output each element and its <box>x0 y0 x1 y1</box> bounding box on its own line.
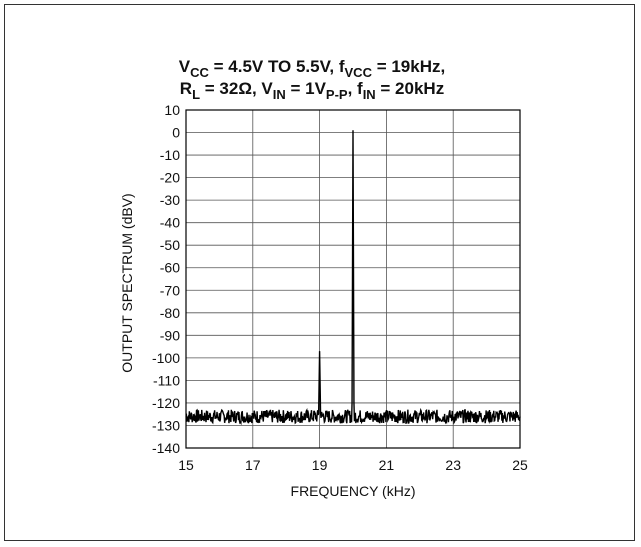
y-tick-label-11: -100 <box>152 350 180 366</box>
x-tick-label-1: 17 <box>245 457 261 473</box>
y-tick-label-8: -70 <box>160 282 180 298</box>
y-tick-label-12: -110 <box>153 372 180 388</box>
x-tick-label-2: 19 <box>312 457 328 473</box>
y-tick-label-13: -120 <box>152 395 180 411</box>
x-axis-ticks: 15 17 19 21 23 25 <box>178 457 528 473</box>
y-tick-label-1: 0 <box>172 125 180 141</box>
y-tick-label-10: -90 <box>160 327 180 343</box>
y-tick-label-15: -140 <box>152 440 180 456</box>
x-tick-label-4: 23 <box>445 457 461 473</box>
x-tick-label-3: 21 <box>379 457 395 473</box>
y-tick-label-9: -80 <box>160 305 180 321</box>
y-tick-label-14: -130 <box>152 417 180 433</box>
spectrum-trace <box>185 130 521 426</box>
y-axis-ticks: 10 0 -10 -20 -30 -40 -50 -60 -70 -80 -90 -100 -110 -1… <box>152 102 180 456</box>
y-tick-label-0: 10 <box>164 102 180 118</box>
y-axis-label: OUTPUT SPECTRUM (dBV) <box>119 193 135 372</box>
x-axis-label: FREQUENCY (kHz) <box>291 483 416 499</box>
y-tick-label-3: -20 <box>160 170 180 186</box>
title-line-1: VCC = 4.5V TO 5.5V, fVCC = 19kHz, <box>179 57 445 80</box>
y-tick-label-7: -60 <box>160 260 180 276</box>
y-tick-label-6: -50 <box>160 237 180 253</box>
x-tick-label-5: 25 <box>512 457 528 473</box>
y-tick-label-4: -30 <box>160 192 180 208</box>
chart-title: VCC = 4.5V TO 5.5V, fVCC = 19kHz, RL = 3… <box>179 57 445 102</box>
spectrum-line <box>185 130 521 426</box>
y-tick-label-5: -40 <box>160 215 180 231</box>
y-tick-label-2: -10 <box>160 147 180 163</box>
x-tick-label-0: 15 <box>178 457 194 473</box>
plot-border <box>185 109 521 449</box>
title-line-2: RL = 32Ω, VIN = 1VP-P, fIN = 20kHz <box>180 79 444 102</box>
